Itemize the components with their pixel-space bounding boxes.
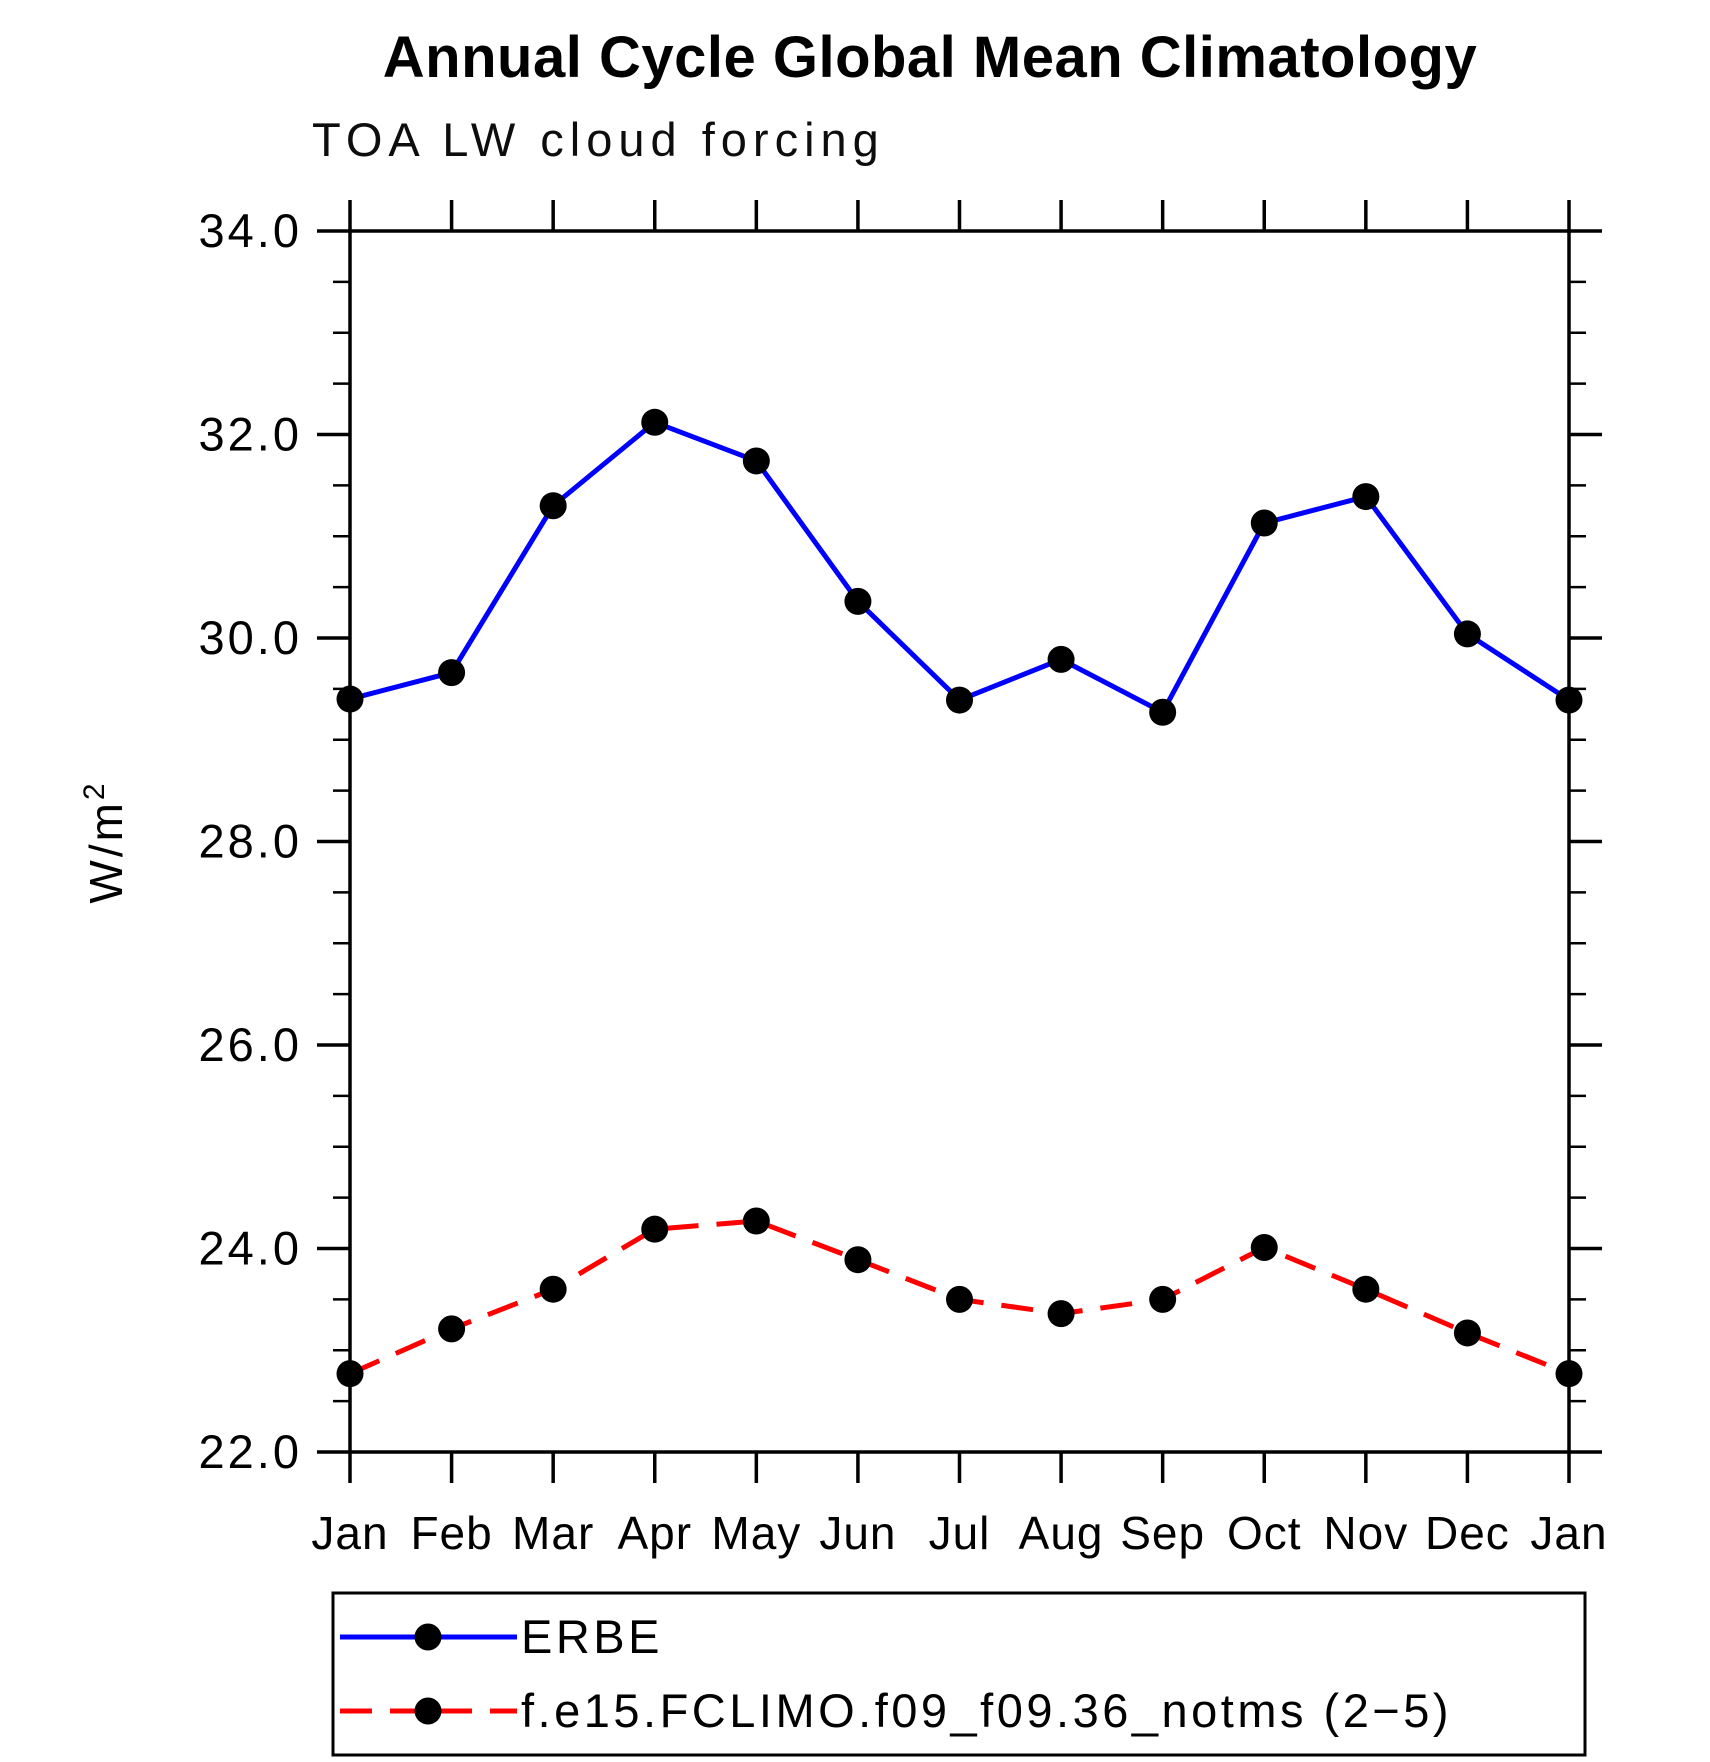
data-point-s1-Sep [1149, 1285, 1177, 1313]
x-tick-label-11-Dec: Dec [1425, 1507, 1510, 1559]
data-point-s1-Jul [946, 1285, 973, 1313]
legend-marker-erbe-icon [414, 1623, 442, 1651]
data-point-s0-Dec [1453, 620, 1481, 648]
chart-title: Annual Cycle Global Mean Climatology [382, 25, 1478, 90]
data-point-s1-May [742, 1207, 770, 1235]
y-tick-label-28.0: 28.0 [199, 815, 302, 868]
data-point-s0-Jan [336, 685, 364, 713]
y-axis-title-group: W/m2 [78, 780, 132, 903]
data-point-s1-Jan [336, 1360, 364, 1388]
data-point-s1-Mar [539, 1275, 567, 1303]
legend-label-erbe: ERBE [521, 1610, 663, 1663]
data-point-s1-Apr [641, 1215, 669, 1243]
legend-box [331, 1591, 1587, 1757]
data-point-s0-Jan [1555, 686, 1583, 714]
data-point-s0-Nov [1352, 483, 1380, 511]
y-tick-label-34.0: 34.0 [199, 204, 302, 257]
data-point-s0-Sep [1149, 698, 1177, 726]
data-point-s1-Nov [1352, 1275, 1380, 1303]
data-point-s0-Mar [539, 492, 567, 520]
x-tick-label-7-Aug: Aug [1019, 1507, 1104, 1559]
y-axis-title: W/m2 [78, 780, 132, 903]
x-tick-label-12-Jan: Jan [1530, 1507, 1607, 1559]
x-tick-label-1-Feb: Feb [410, 1507, 492, 1559]
chart-subtitle: TOA LW cloud forcing [312, 113, 885, 166]
data-point-s0-Aug [1047, 645, 1075, 673]
data-point-s0-Apr [641, 408, 669, 436]
data-point-s1-Dec [1453, 1319, 1481, 1347]
data-point-s0-Jul [946, 686, 973, 714]
data-point-s0-Oct [1250, 509, 1278, 537]
x-tick-label-5-Jun: Jun [819, 1507, 896, 1559]
y-tick-label-30.0: 30.0 [199, 611, 302, 664]
data-point-s0-Jun [844, 587, 872, 615]
data-point-s1-Feb [438, 1315, 466, 1343]
legend-label-model: f.e15.FCLIMO.f09_f09.36_notms (2−5) [521, 1684, 1452, 1737]
series-line-0 [349, 419, 1571, 716]
data-point-s0-Feb [438, 659, 466, 687]
data-point-s0-May [742, 447, 770, 475]
series-layer [336, 408, 1583, 1388]
data-point-s1-Aug [1047, 1300, 1075, 1328]
legend-marker-model-icon [414, 1697, 442, 1725]
x-tick-label-0-Jan: Jan [311, 1507, 388, 1559]
data-point-s1-Jun [844, 1246, 872, 1274]
y-tick-label-32.0: 32.0 [199, 408, 302, 461]
x-tick-label-8-Sep: Sep [1120, 1507, 1205, 1559]
y-tick-label-22.0: 22.0 [199, 1425, 302, 1478]
y-tick-label-24.0: 24.0 [199, 1222, 302, 1275]
x-tick-label-6-Jul: Jul [929, 1507, 991, 1559]
x-tick-label-3-Apr: Apr [617, 1507, 692, 1559]
legend: ERBE f.e15.FCLIMO.f09_f09.36_notms (2−5) [331, 1591, 1587, 1757]
x-tick-label-4-May: May [711, 1507, 801, 1559]
x-tick-label-2-Mar: Mar [512, 1507, 594, 1559]
y-tick-label-26.0: 26.0 [199, 1018, 302, 1071]
x-tick-label-10-Nov: Nov [1323, 1507, 1408, 1559]
x-tick-label-9-Oct: Oct [1227, 1507, 1302, 1559]
data-point-s1-Jan [1555, 1360, 1583, 1388]
plot-frame [348, 229, 1571, 1454]
axes: 22.0 24.0 26.0 28.0 30.0 32.0 34.0 Jan Feb Mar Apr… [199, 200, 1607, 1559]
data-point-s1-Oct [1250, 1233, 1278, 1261]
